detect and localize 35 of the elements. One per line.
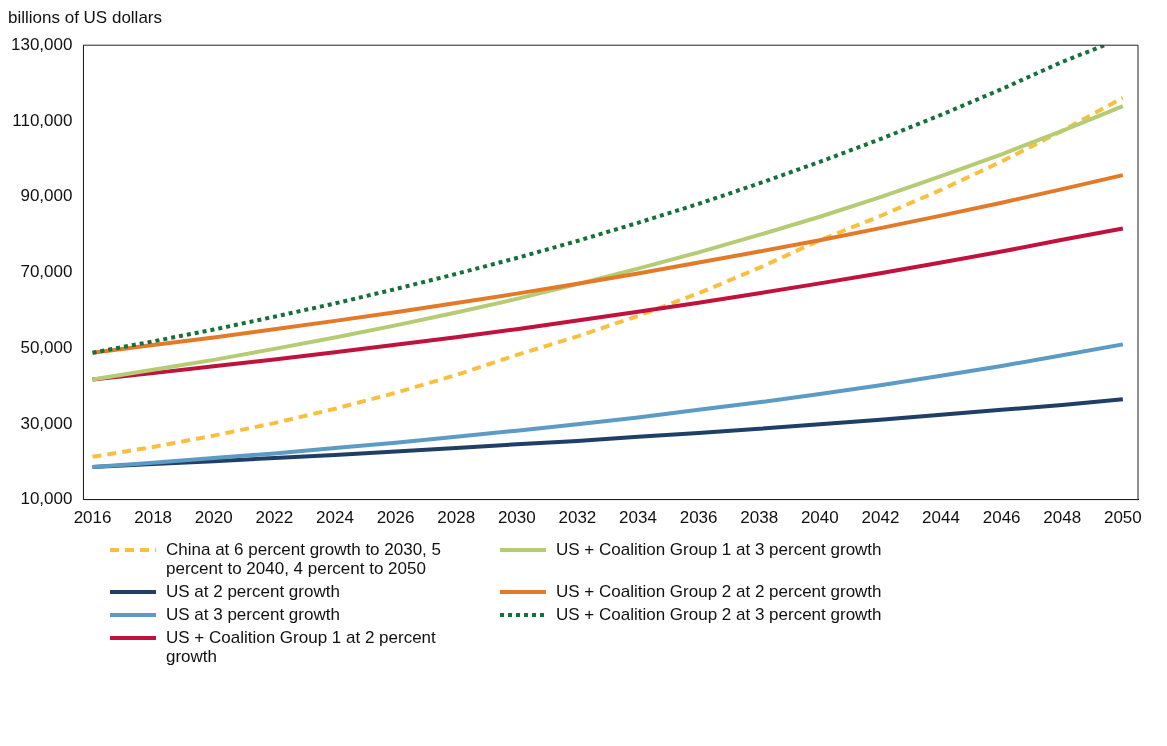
- x-tick-label: 2018: [134, 508, 173, 528]
- x-tick-label: 2050: [1103, 508, 1142, 528]
- y-tick-label: 10,000: [20, 489, 73, 509]
- line-series: [90, 95, 1125, 459]
- x-tick-label: 2042: [861, 508, 900, 528]
- x-tick-label: 2030: [497, 508, 536, 528]
- legend-label: China at 6 percent growth to 2030, 5 percent to 2040, 4 percent to 2050: [166, 540, 442, 578]
- line-series: [90, 45, 1107, 355]
- y-tick-label: 130,000: [11, 34, 73, 54]
- x-tick-label: 2020: [194, 508, 233, 528]
- legend-label: US + Coalition Group 2 at 3 percent growth: [556, 605, 882, 624]
- x-tick-label: 2028: [437, 508, 476, 528]
- x-tick-label: 2048: [1043, 508, 1082, 528]
- y-tick-label: 30,000: [20, 413, 73, 433]
- x-tick-label: 2036: [679, 508, 718, 528]
- x-tick-label: 2046: [982, 508, 1021, 528]
- x-tick-label: 2040: [800, 508, 839, 528]
- x-tick-label: 2034: [619, 508, 657, 528]
- x-tick-label: 2016: [73, 508, 112, 528]
- y-axis-title: billions of US dollars: [8, 8, 163, 29]
- legend-label: US + Coalition Group 1 at 2 percent growth: [166, 628, 437, 666]
- x-tick-label: 2024: [316, 508, 354, 528]
- x-tick-label: 2032: [558, 508, 597, 528]
- legend-label: US + Coalition Group 2 at 2 percent growth: [556, 582, 882, 601]
- y-tick-label: 50,000: [20, 337, 73, 357]
- legend-label: US at 2 percent growth: [166, 582, 340, 601]
- y-tick-label: 110,000: [12, 110, 73, 130]
- x-tick-label: 2044: [922, 508, 960, 528]
- y-tick-label: 70,000: [20, 262, 73, 282]
- legend-label: US at 3 percent growth: [166, 605, 340, 624]
- x-tick-label: 2038: [740, 508, 779, 528]
- y-tick-label: 90,000: [20, 186, 73, 206]
- x-tick-label: 2026: [376, 508, 415, 528]
- legend-label: US + Coalition Group 1 at 3 percent growth: [556, 540, 882, 559]
- x-tick-label: 2022: [255, 508, 294, 528]
